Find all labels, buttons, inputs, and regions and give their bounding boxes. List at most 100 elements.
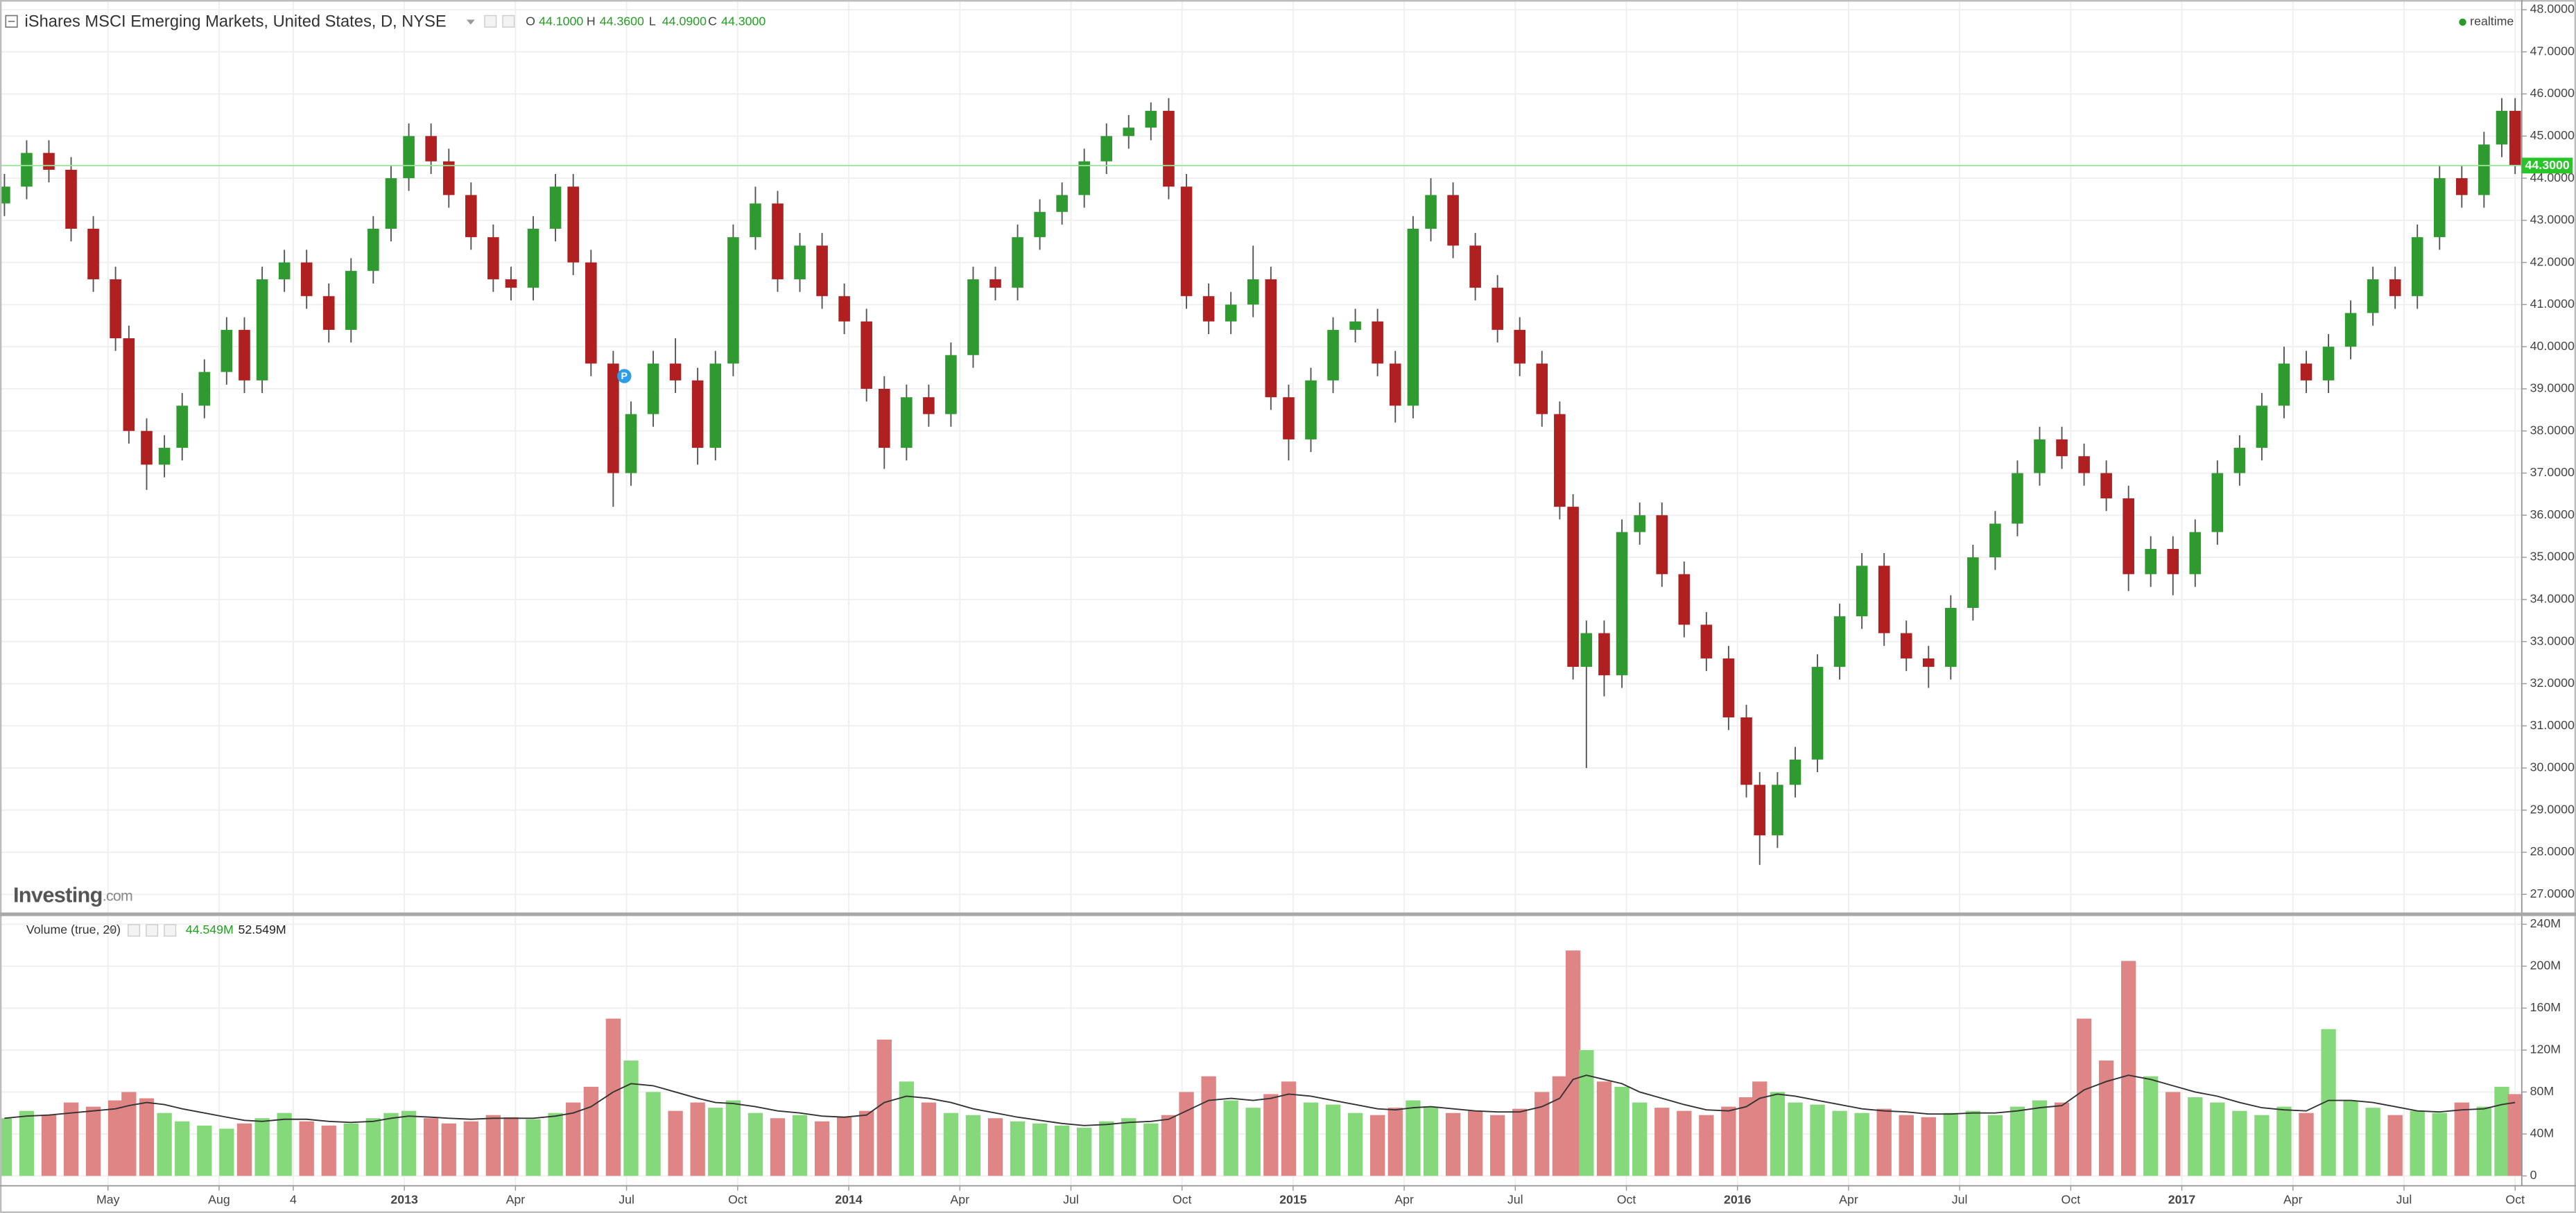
volume-bar (1143, 1123, 1159, 1176)
candle-body (1554, 414, 1566, 507)
candle-body (141, 430, 153, 465)
volume-bar (1721, 1106, 1736, 1176)
volume-bar (1552, 1076, 1568, 1176)
hide-button[interactable] (146, 924, 159, 937)
volume-bar (2254, 1115, 2270, 1176)
volume-bar (583, 1086, 598, 1176)
x-tick-label: Oct (728, 1193, 747, 1207)
candle-body (368, 229, 379, 271)
ohlc-key: L (649, 15, 656, 28)
y-tick-label: 42.0000 (2530, 254, 2575, 268)
x-tick-label: May (96, 1193, 120, 1207)
volume-bar (1965, 1110, 1981, 1176)
volume-bar (41, 1115, 57, 1176)
volume-ma-line (4, 1074, 2516, 1126)
x-tick-label: Apr (1839, 1193, 1858, 1207)
dropdown-caret[interactable] (466, 19, 475, 25)
y-tick-label: 33.0000 (2530, 634, 2575, 647)
volume-bar (219, 1128, 234, 1176)
y-tick-label: 240M (2530, 916, 2561, 930)
y-tick-label: 27.0000 (2530, 887, 2575, 900)
volume-bar (107, 1100, 123, 1176)
volume-bar (2121, 961, 2136, 1176)
candle-body (87, 229, 99, 279)
candle-body (1012, 237, 1023, 288)
volume-bar (1423, 1106, 1439, 1176)
volume-bar (2387, 1115, 2403, 1176)
candle-body (1678, 574, 1691, 625)
candle-body (65, 169, 77, 229)
candle-body (2344, 313, 2357, 347)
x-tick-label: Apr (506, 1193, 526, 1207)
candle-body (1247, 279, 1259, 305)
x-tick-label: Jul (1507, 1193, 1523, 1207)
hide-button[interactable] (502, 15, 515, 28)
volume-bar (1810, 1104, 1825, 1176)
volume-bar (623, 1061, 639, 1176)
event-marker[interactable] (617, 369, 632, 383)
candle-body (2100, 473, 2112, 498)
logo-text: Investing (13, 883, 103, 907)
candle-body (505, 279, 517, 288)
x-tick-label: Jul (1063, 1193, 1079, 1207)
candle-body (385, 178, 397, 229)
x-tick-label: 2016 (1724, 1193, 1752, 1207)
collapse-button[interactable] (5, 15, 18, 28)
candle-body (1945, 607, 1957, 667)
dropdown-caret[interactable] (108, 928, 115, 933)
candle-body (1100, 136, 1113, 162)
volume-bar (858, 1110, 874, 1176)
candle-body (158, 448, 171, 465)
volume-bar (899, 1081, 914, 1176)
candle-body (256, 279, 268, 381)
close-button[interactable] (164, 924, 177, 937)
volume-bar (1535, 1092, 1550, 1176)
volume-bar (485, 1115, 501, 1176)
volume-bar (1699, 1115, 1714, 1176)
candle-body (1536, 363, 1548, 414)
candle-body (1598, 633, 1610, 676)
candle-body (2145, 548, 2156, 575)
y-tick-label: 38.0000 (2530, 423, 2575, 437)
x-tick-label: Oct (1173, 1193, 1192, 1207)
candle-body (2478, 144, 2490, 195)
volume-bar (503, 1117, 519, 1176)
x-tick-label: Oct (1617, 1193, 1636, 1207)
volume-bar (1565, 950, 1581, 1176)
ohlc-value: 44.1000 (539, 15, 583, 28)
candle-body (1078, 161, 1090, 195)
candle-body (923, 397, 935, 414)
y-tick-label: 30.0000 (2530, 760, 2575, 774)
candle-body (625, 414, 637, 473)
volume-bar (2009, 1106, 2025, 1176)
status-text: realtime (2470, 15, 2514, 28)
volume-bar (770, 1118, 786, 1176)
volume-bar (1770, 1092, 1786, 1176)
volume-bar (299, 1121, 314, 1176)
last-price-label: 44.3000 (2525, 158, 2570, 172)
volume-bar (747, 1112, 763, 1176)
volume-bar (1596, 1081, 1612, 1176)
candle-body (1811, 667, 1824, 760)
candle-body (1567, 507, 1579, 667)
volume-bar (1854, 1112, 1869, 1176)
volume-bar (725, 1100, 741, 1176)
candle-body (1145, 110, 1157, 128)
volume-bar (1788, 1102, 1803, 1176)
x-tick-label: Jul (2396, 1193, 2412, 1207)
settings-button[interactable] (128, 924, 141, 937)
settings-button[interactable] (484, 15, 497, 28)
candle-body (772, 203, 784, 279)
candle-body (110, 279, 121, 339)
volume-bar (1099, 1121, 1114, 1176)
volume-bar (197, 1125, 212, 1176)
y-tick-label: 35.0000 (2530, 550, 2575, 564)
x-tick-label: Oct (2505, 1193, 2525, 1207)
candle-body (1447, 195, 1459, 246)
candle-body (709, 363, 722, 448)
volume-bar (1281, 1081, 1297, 1176)
y-tick-label: 43.0000 (2530, 213, 2575, 227)
volume-bar (1654, 1108, 1670, 1176)
